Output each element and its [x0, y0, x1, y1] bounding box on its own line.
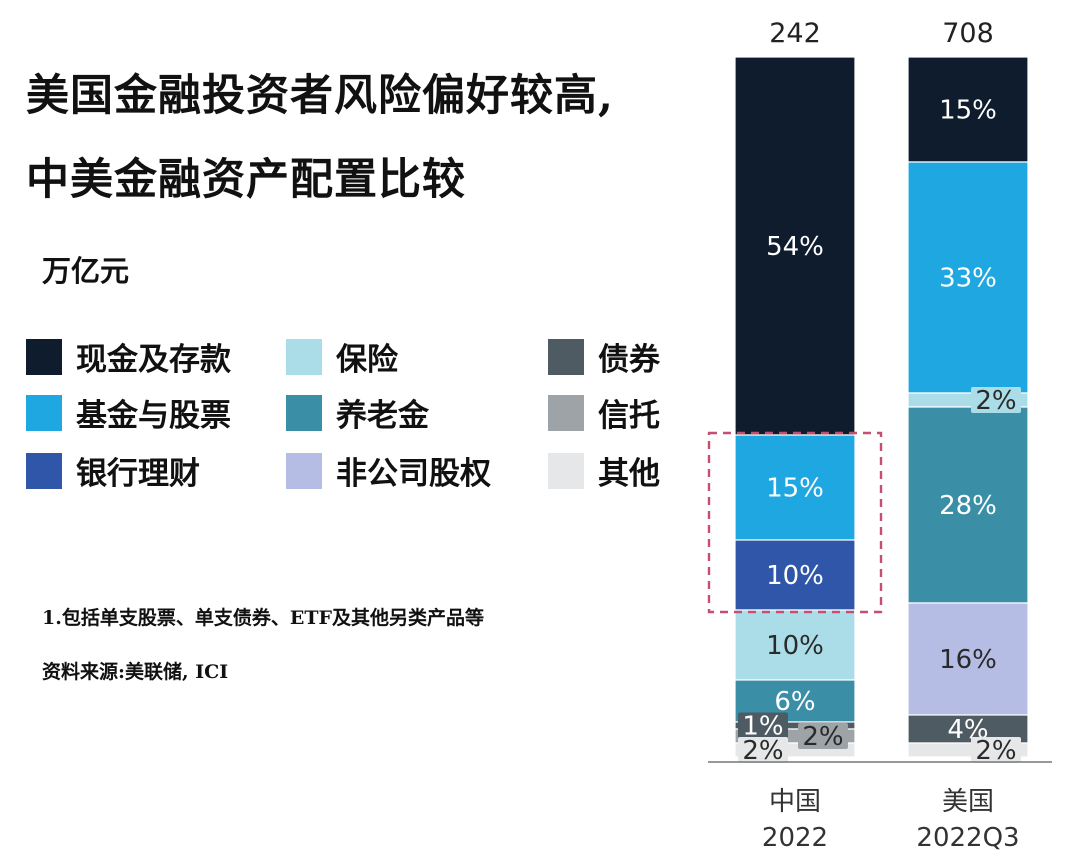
- data-label-box: [798, 723, 848, 749]
- chart-title-line2: 中美金融资产配置比较: [26, 155, 466, 205]
- source-note: 资料来源:美联储, ICI: [42, 661, 229, 683]
- legend-swatch: [26, 338, 62, 375]
- stacked-bar-chart: 54%15%10%10%6%1% 2%2%242中国202215%33%2%28%…: [707, 18, 1052, 853]
- data-label: 16%: [939, 645, 997, 675]
- x-tick-label: 美国: [942, 787, 994, 817]
- bar-segment: [734, 434, 856, 541]
- legend-item-other: 其他: [548, 448, 660, 493]
- legend-item-bonds: 债券: [548, 334, 660, 379]
- legend-item-bank-wealth: 银行理财: [26, 448, 200, 493]
- x-tick-label: 中国: [769, 787, 821, 817]
- legend-label: 现金及存款: [76, 342, 231, 378]
- legend-label: 基金与股票: [76, 398, 231, 434]
- bar-segment: [907, 406, 1029, 604]
- legend-swatch: [548, 394, 584, 431]
- legend-swatch: [26, 394, 62, 431]
- legend-label: 银行理财: [76, 456, 200, 492]
- bar-segment: [907, 56, 1029, 163]
- highlight-box: [707, 431, 883, 614]
- data-label: 2%: [802, 722, 843, 752]
- bar-segment: [734, 609, 856, 681]
- chart-title-line1: 美国金融投资者风险偏好较高,: [26, 71, 614, 121]
- bar-total-label: 242: [769, 18, 821, 49]
- x-tick-label: 2022: [762, 823, 828, 853]
- data-label: 6%: [774, 687, 815, 717]
- legend-item-private-equity: 非公司股权: [286, 448, 491, 493]
- legend-label: 保险: [336, 342, 398, 378]
- data-label: 54%: [766, 232, 824, 262]
- unit-label: 万亿元: [42, 254, 130, 288]
- legend-swatch: [286, 338, 322, 375]
- data-label: 2%: [742, 736, 783, 766]
- legend-label: 信托: [598, 398, 660, 434]
- data-label: 2%: [975, 736, 1016, 766]
- legend-swatch: [548, 452, 584, 489]
- data-label: 33%: [939, 264, 997, 294]
- legend-label: 债券: [598, 342, 660, 378]
- data-label-box: [738, 737, 788, 763]
- bar-segment: [907, 161, 1029, 394]
- legend-swatch: [548, 338, 584, 375]
- legend-label: 其他: [598, 456, 660, 492]
- data-label: 10%: [766, 631, 824, 661]
- bar-total-label: 708: [942, 18, 994, 49]
- legend-swatch: [26, 452, 62, 489]
- legend-item-trust: 信托: [548, 390, 660, 435]
- data-label-box: [971, 737, 1021, 763]
- legend-swatch: [286, 394, 322, 431]
- data-label-box: [971, 387, 1021, 413]
- bar-segment: [907, 602, 1029, 716]
- legend-swatch: [286, 452, 322, 489]
- footnote: 1.包括单支股票、单支债券、ETF及其他另类产品等: [42, 607, 484, 629]
- data-label: 1%: [742, 712, 783, 742]
- legend-label: 非公司股权: [336, 456, 491, 492]
- bar-segment: [734, 539, 856, 611]
- data-label: 10%: [766, 561, 824, 591]
- data-label: 15%: [939, 96, 997, 126]
- legend-item-pension: 养老金: [286, 390, 429, 435]
- data-label-box: [738, 712, 788, 739]
- bar-segment: [734, 56, 856, 436]
- legend-label: 养老金: [336, 398, 429, 434]
- data-label: 2%: [975, 386, 1016, 416]
- x-tick-label: 2022Q3: [916, 823, 1019, 853]
- data-label: 28%: [939, 491, 997, 521]
- legend-item-funds-stocks: 基金与股票: [26, 390, 231, 435]
- data-label: 15%: [766, 474, 824, 504]
- legend-item-insurance: 保险: [286, 334, 398, 379]
- legend-item-cash-deposits: 现金及存款: [26, 334, 231, 379]
